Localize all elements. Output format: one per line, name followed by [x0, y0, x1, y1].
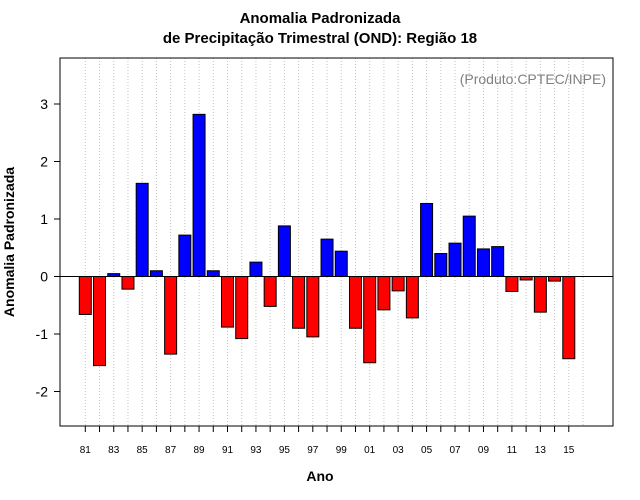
bar-1989 — [192, 113, 206, 277]
bar-1993 — [249, 261, 263, 277]
bar-2009 — [476, 248, 490, 277]
y-tick-label: 3 — [40, 96, 48, 112]
bar-1985 — [135, 182, 149, 278]
bar-2005 — [420, 202, 434, 278]
bar-2000 — [348, 276, 362, 329]
bar-2015 — [562, 276, 576, 360]
bar-1994 — [263, 276, 277, 307]
bar-2007 — [448, 242, 462, 277]
x-tick-label: 97 — [307, 445, 319, 456]
bar-1987 — [164, 276, 178, 355]
source-annotation: (Produto:CPTEC/INPE) — [459, 71, 606, 87]
bar-1998 — [320, 238, 334, 277]
x-tick-label: 89 — [193, 445, 205, 456]
bar-2013 — [533, 276, 547, 313]
bar-2012 — [519, 276, 533, 281]
y-tick-label: -2 — [36, 384, 49, 400]
bar-2006 — [434, 253, 448, 277]
bar-1995 — [277, 225, 291, 277]
x-tick-label: 93 — [250, 445, 262, 456]
y-axis-label: Anomalia Padronizada — [1, 166, 17, 318]
bars — [78, 113, 576, 367]
x-tick-label: 99 — [336, 445, 348, 456]
x-tick-label: 13 — [535, 445, 547, 456]
bar-2008 — [462, 215, 476, 277]
grid-lines — [84, 58, 584, 426]
y-tick-label: -1 — [36, 326, 49, 342]
x-tick-label: 83 — [108, 445, 120, 456]
x-tick-label: 03 — [393, 445, 405, 456]
bar-1982 — [93, 276, 107, 367]
bar-2002 — [377, 276, 391, 311]
x-tick-label: 05 — [421, 445, 433, 456]
y-tick-label: 1 — [40, 211, 48, 227]
bar-1984 — [121, 276, 135, 290]
x-tick-label: 09 — [478, 445, 490, 456]
bar-2001 — [363, 276, 377, 364]
x-tick-label: 07 — [449, 445, 461, 456]
x-tick-label: 91 — [222, 445, 234, 456]
y-tick-label: 0 — [40, 269, 48, 285]
plot-frame — [59, 57, 614, 427]
chart-subtitle: de Precipitação Trimestral (OND): Região… — [162, 30, 478, 47]
y-axis: -2 -1 0 1 2 3 — [36, 96, 60, 400]
chart-title: Anomalia Padronizada — [239, 10, 401, 27]
bar-1992 — [235, 276, 249, 340]
bar-1999 — [334, 250, 348, 277]
x-tick-label: 01 — [364, 445, 376, 456]
bar-1986 — [149, 270, 163, 277]
x-tick-label: 15 — [563, 445, 575, 456]
x-axis: 81 83 85 87 89 91 93 95 97 99 01 03 05 07 09 11 13 15 — [80, 426, 575, 456]
x-tick-label: 81 — [80, 445, 92, 456]
bar-2011 — [505, 276, 519, 292]
x-axis-label: Ano — [306, 468, 334, 484]
bar-1981 — [78, 276, 92, 315]
y-tick-label: 2 — [40, 154, 48, 170]
x-tick-label: 11 — [507, 445, 518, 456]
bar-1997 — [306, 276, 320, 338]
bar-1988 — [178, 234, 192, 278]
x-tick-label: 87 — [165, 445, 177, 456]
bar-1996 — [292, 276, 306, 329]
bar-2004 — [405, 276, 419, 319]
bar-1990 — [206, 270, 220, 277]
bar-1991 — [221, 276, 234, 328]
bar-2010 — [491, 246, 505, 278]
bar-2014 — [548, 276, 562, 282]
bar-2003 — [391, 276, 405, 292]
x-tick-label: 85 — [137, 445, 149, 456]
x-tick-label: 95 — [279, 445, 291, 456]
